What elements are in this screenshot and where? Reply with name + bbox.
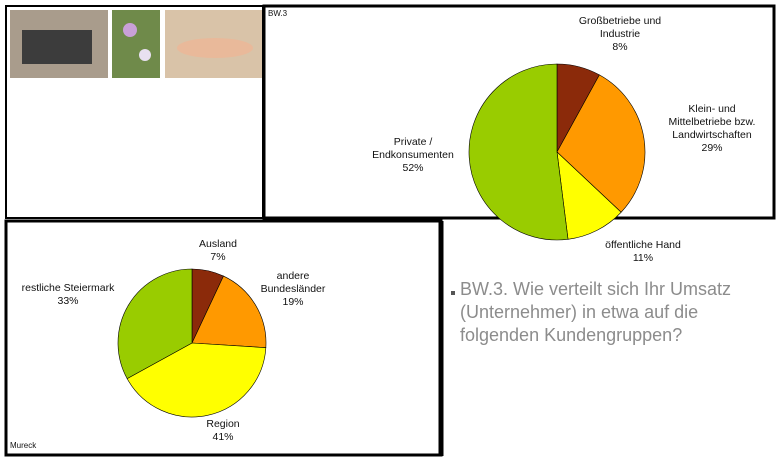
slice-name: andere Bundesländer bbox=[260, 270, 326, 295]
slice-label: restliche Steiermark 33% bbox=[8, 282, 128, 308]
pie-slice bbox=[468, 63, 569, 241]
slice-name: Klein- und Mittelbetriebe bzw. Landwirts… bbox=[668, 103, 756, 141]
slice-label: Ausland 7% bbox=[178, 238, 258, 264]
pie-slice bbox=[191, 275, 267, 348]
slice-name: Großbetriebe und Industrie bbox=[578, 15, 662, 40]
slice-label: Region 41% bbox=[183, 418, 263, 444]
slice-value: 33% bbox=[57, 295, 79, 307]
pie-slice bbox=[556, 74, 646, 213]
slice-label: Großbetriebe und Industrie 8% bbox=[560, 15, 680, 54]
slice-value: 11% bbox=[632, 252, 654, 264]
photo-flowers bbox=[112, 10, 160, 78]
pie-slice bbox=[117, 268, 193, 380]
slice-value: 19% bbox=[282, 296, 304, 308]
chart-tag: Mureck bbox=[10, 441, 37, 450]
pie-slice bbox=[126, 342, 267, 418]
slice-label: Klein- und Mittelbetriebe bzw. Landwirts… bbox=[660, 103, 765, 155]
slice-name: Ausland bbox=[199, 238, 237, 250]
photo-hand bbox=[177, 38, 253, 58]
slice-value: 7% bbox=[210, 251, 226, 263]
slice-label: öffentliche Hand 11% bbox=[588, 239, 698, 265]
slice-value: 8% bbox=[612, 41, 628, 53]
photo-kitchen-sink bbox=[22, 30, 92, 64]
slice-label: andere Bundesländer 19% bbox=[253, 270, 333, 309]
slice-name: Private / Endkonsumenten bbox=[372, 136, 454, 161]
slice-label: Private / Endkonsumenten 52% bbox=[363, 136, 463, 175]
photo-flower bbox=[139, 49, 151, 61]
caption: BW.3. Wie verteilt sich Ihr Umsatz (Unte… bbox=[460, 279, 732, 345]
slice-name: Region bbox=[206, 418, 240, 430]
bullet bbox=[451, 291, 455, 295]
chart-tag: BW.3 bbox=[268, 9, 288, 18]
slice-value: 41% bbox=[212, 431, 234, 443]
slice-name: öffentliche Hand bbox=[605, 239, 681, 251]
slice-name: restliche Steiermark bbox=[21, 282, 115, 294]
photo-flower bbox=[123, 23, 137, 37]
slice-value: 52% bbox=[402, 162, 424, 174]
slice-value: 29% bbox=[701, 142, 723, 154]
